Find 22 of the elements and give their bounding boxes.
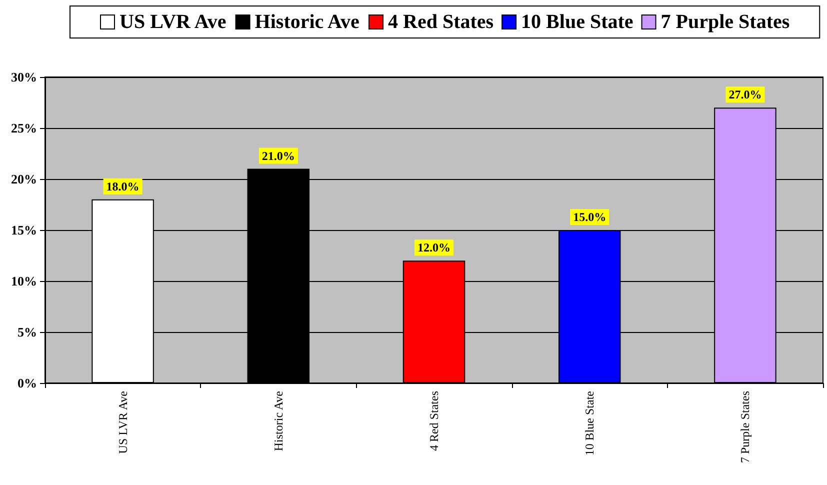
y-tick-label: 0%: [18, 376, 37, 390]
legend-label: Historic Ave: [254, 11, 360, 33]
y-tick-label: 15%: [11, 222, 37, 238]
x-tick-label: US LVR Ave: [116, 391, 130, 454]
legend-label: 10 Blue State: [521, 11, 634, 33]
legend-label: 4 Red States: [388, 11, 494, 33]
x-tick-label: Historic Ave: [271, 391, 286, 452]
legend-label: US LVR Ave: [120, 11, 226, 33]
x-tick-label: 10 Blue State: [582, 391, 597, 456]
data-label: 15.0%: [573, 210, 606, 224]
y-tick-label: 20%: [11, 172, 37, 186]
data-label: 27.0%: [728, 88, 762, 102]
data-label: 21.0%: [262, 148, 295, 163]
data-label: 18.0%: [106, 179, 140, 194]
y-tick-label: 10%: [11, 274, 37, 288]
legend-label: 7 Purple States: [660, 11, 790, 33]
y-tick-label: 5%: [18, 324, 37, 340]
data-label: 12.0%: [418, 240, 450, 255]
y-tick-label: 25%: [11, 120, 37, 136]
x-tick-label: 7 Purple States: [738, 390, 752, 463]
y-tick-label: 30%: [11, 70, 37, 84]
x-tick-label: 4 Red States: [427, 390, 441, 451]
